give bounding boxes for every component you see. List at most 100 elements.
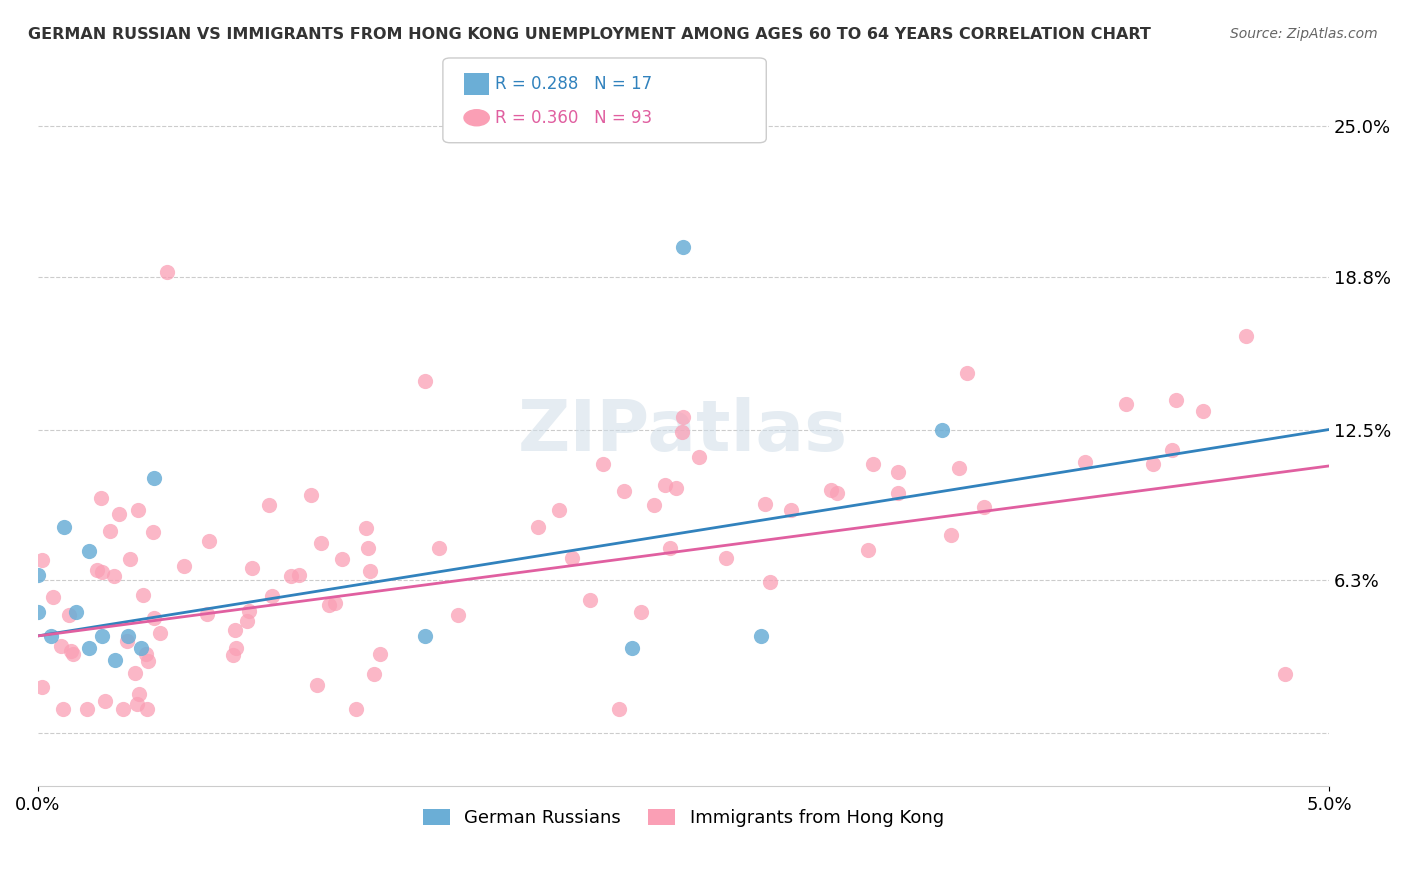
- Point: [749, 629, 772, 643]
- Text: R = 0.360   N = 93: R = 0.360 N = 93: [495, 109, 652, 127]
- Point: [31, 553, 53, 567]
- Text: GERMAN RUSSIAN VS IMMIGRANTS FROM HONG KONG UNEMPLOYMENT AMONG AGES 60 TO 64 YEA: GERMAN RUSSIAN VS IMMIGRANTS FROM HONG K…: [28, 27, 1152, 42]
- Point: [49, 640, 72, 654]
- Point: [672, 410, 695, 425]
- Point: [547, 503, 569, 517]
- Point: [357, 541, 380, 555]
- Point: [111, 702, 134, 716]
- Point: [104, 653, 127, 667]
- Point: [856, 543, 879, 558]
- Point: [142, 525, 165, 540]
- Point: [142, 471, 165, 485]
- Point: [127, 697, 149, 711]
- Point: [664, 481, 686, 495]
- Legend: German Russians, Immigrants from Hong Kong: German Russians, Immigrants from Hong Ko…: [416, 802, 950, 834]
- Point: [1164, 392, 1187, 407]
- Point: [1234, 329, 1257, 343]
- Point: [323, 596, 346, 610]
- Point: [716, 551, 738, 566]
- Point: [115, 634, 138, 648]
- Point: [31, 680, 53, 694]
- Point: [76, 702, 98, 716]
- Point: [613, 483, 636, 498]
- Point: [1074, 455, 1097, 469]
- Point: [103, 569, 125, 583]
- Point: [359, 564, 381, 578]
- Point: [307, 678, 329, 692]
- Point: [91, 629, 114, 643]
- Point: [754, 497, 776, 511]
- Point: [132, 588, 155, 602]
- Point: [688, 450, 710, 465]
- Point: [52, 702, 75, 716]
- Point: [86, 564, 108, 578]
- Point: [363, 666, 385, 681]
- Point: [429, 541, 451, 555]
- Point: [1160, 442, 1182, 457]
- Point: [287, 567, 309, 582]
- Point: [887, 465, 910, 479]
- Point: [318, 599, 340, 613]
- Point: [607, 702, 630, 716]
- Point: [1142, 457, 1164, 471]
- Point: [128, 687, 150, 701]
- Point: [820, 483, 842, 497]
- Point: [579, 593, 602, 607]
- Point: [240, 561, 263, 575]
- Point: [27, 568, 49, 582]
- Point: [117, 629, 139, 643]
- Point: [759, 574, 782, 589]
- Point: [862, 457, 884, 471]
- Point: [42, 590, 65, 604]
- Point: [643, 498, 665, 512]
- Point: [780, 502, 803, 516]
- Point: [956, 367, 979, 381]
- Point: [135, 647, 157, 661]
- Point: [225, 641, 247, 656]
- Point: [59, 644, 82, 658]
- Text: R = 0.288   N = 17: R = 0.288 N = 17: [495, 75, 652, 93]
- Point: [1274, 667, 1296, 681]
- Point: [931, 423, 953, 437]
- Point: [142, 611, 165, 625]
- Point: [197, 534, 219, 549]
- Point: [948, 461, 970, 475]
- Point: [79, 544, 101, 558]
- Point: [1115, 397, 1137, 411]
- Point: [262, 589, 284, 603]
- Point: [65, 605, 87, 619]
- Point: [238, 604, 260, 618]
- Point: [827, 486, 849, 500]
- Point: [280, 569, 302, 583]
- Point: [630, 605, 652, 619]
- Point: [973, 500, 995, 515]
- Point: [62, 647, 84, 661]
- Point: [561, 550, 583, 565]
- Point: [124, 666, 146, 681]
- Point: [108, 507, 131, 521]
- Point: [413, 629, 436, 643]
- Text: ZIPatlas: ZIPatlas: [519, 398, 848, 467]
- Point: [346, 702, 368, 716]
- Point: [620, 641, 643, 656]
- Point: [654, 478, 676, 492]
- Point: [1191, 403, 1213, 417]
- Text: Source: ZipAtlas.com: Source: ZipAtlas.com: [1230, 27, 1378, 41]
- Point: [127, 503, 149, 517]
- Point: [592, 457, 614, 471]
- Point: [527, 520, 550, 534]
- Point: [79, 641, 101, 656]
- Point: [309, 536, 332, 550]
- Point: [330, 552, 353, 566]
- Point: [299, 488, 322, 502]
- Point: [887, 486, 910, 500]
- Point: [658, 541, 681, 556]
- Point: [129, 641, 152, 656]
- Point: [27, 605, 49, 619]
- Point: [446, 608, 468, 623]
- Point: [257, 498, 280, 512]
- Point: [195, 607, 218, 621]
- Point: [98, 524, 121, 538]
- Point: [156, 265, 179, 279]
- Point: [120, 552, 142, 566]
